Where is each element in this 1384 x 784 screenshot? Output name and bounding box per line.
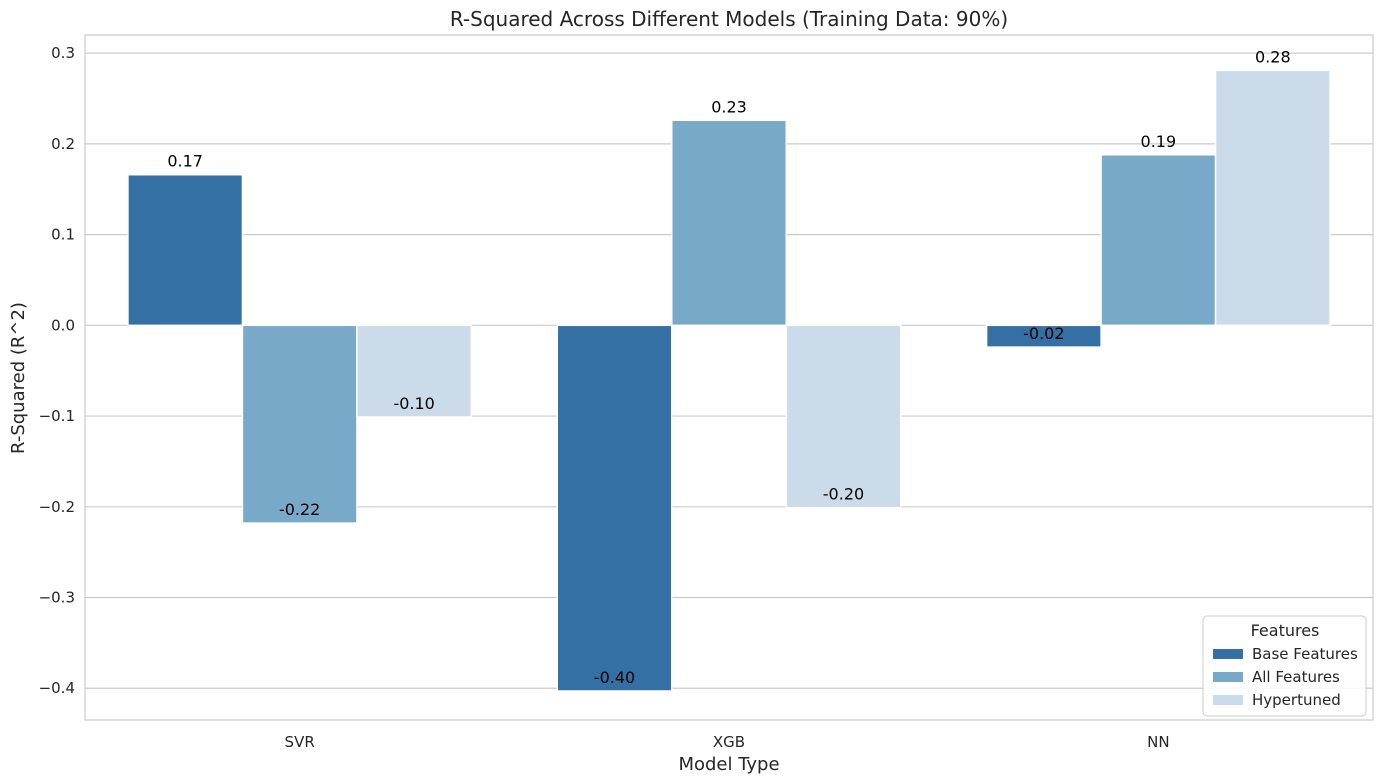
data-label: -0.10 [393,394,434,413]
x-tick-label: SVR [285,733,315,751]
x-tick-labels: SVR XGB NN [285,733,1170,751]
y-tick-label: −0.3 [39,589,75,607]
x-axis-label: Model Type [678,754,779,775]
bar [356,324,473,418]
legend-swatch [1213,649,1243,659]
data-label: -0.02 [1023,324,1064,343]
plot-frame [84,34,1374,721]
chart-title: R-Squared Across Different Models (Train… [450,7,1008,31]
bar [127,173,244,327]
x-tick-label: NN [1147,733,1169,751]
y-tick-label: 0.2 [51,135,75,153]
y-tick-label: −0.1 [39,407,75,425]
bar [1100,154,1217,327]
bar [556,324,673,692]
legend: Features Base Features All Features Hypert… [1202,615,1367,717]
data-label: -0.40 [594,668,635,687]
bar [671,119,787,327]
legend-label: All Features [1252,668,1340,686]
y-tick-label: 0.1 [51,226,75,244]
y-tick-label: 0.0 [51,316,75,334]
y-tick-label: −0.2 [39,498,75,516]
bar [1214,69,1331,327]
data-label: -0.20 [823,485,864,504]
data-label: -0.22 [279,500,320,519]
legend-box [1202,615,1367,717]
bars [127,69,1331,692]
y-tick-label: −0.4 [39,679,75,697]
legend-items: Base Features All Features Hypertuned [1213,645,1358,709]
y-axis-label: R-Squared (R^2) [8,302,29,454]
legend-label: Base Features [1252,645,1358,663]
data-label: 0.17 [167,152,203,171]
legend-title: Features [1251,621,1320,640]
bar [241,324,358,524]
legend-label: Hypertuned [1252,691,1341,709]
y-tick-labels: 0.3 0.2 0.1 0.0 −0.1 −0.2 −0.3 −0.4 [39,44,75,697]
bar [985,324,1102,348]
data-label: 0.28 [1255,47,1291,66]
y-tick-label: 0.3 [51,44,75,62]
x-tick-label: XGB [713,733,745,751]
bar [785,324,902,509]
data-labels: 0.17 -0.40 -0.02 -0.22 0.23 0.19 -0.10 -0.20 0.2… [167,47,1290,687]
legend-swatch [1213,672,1243,682]
legend-swatch [1213,695,1243,705]
data-label: 0.19 [1141,132,1177,151]
data-label: 0.23 [711,97,747,116]
